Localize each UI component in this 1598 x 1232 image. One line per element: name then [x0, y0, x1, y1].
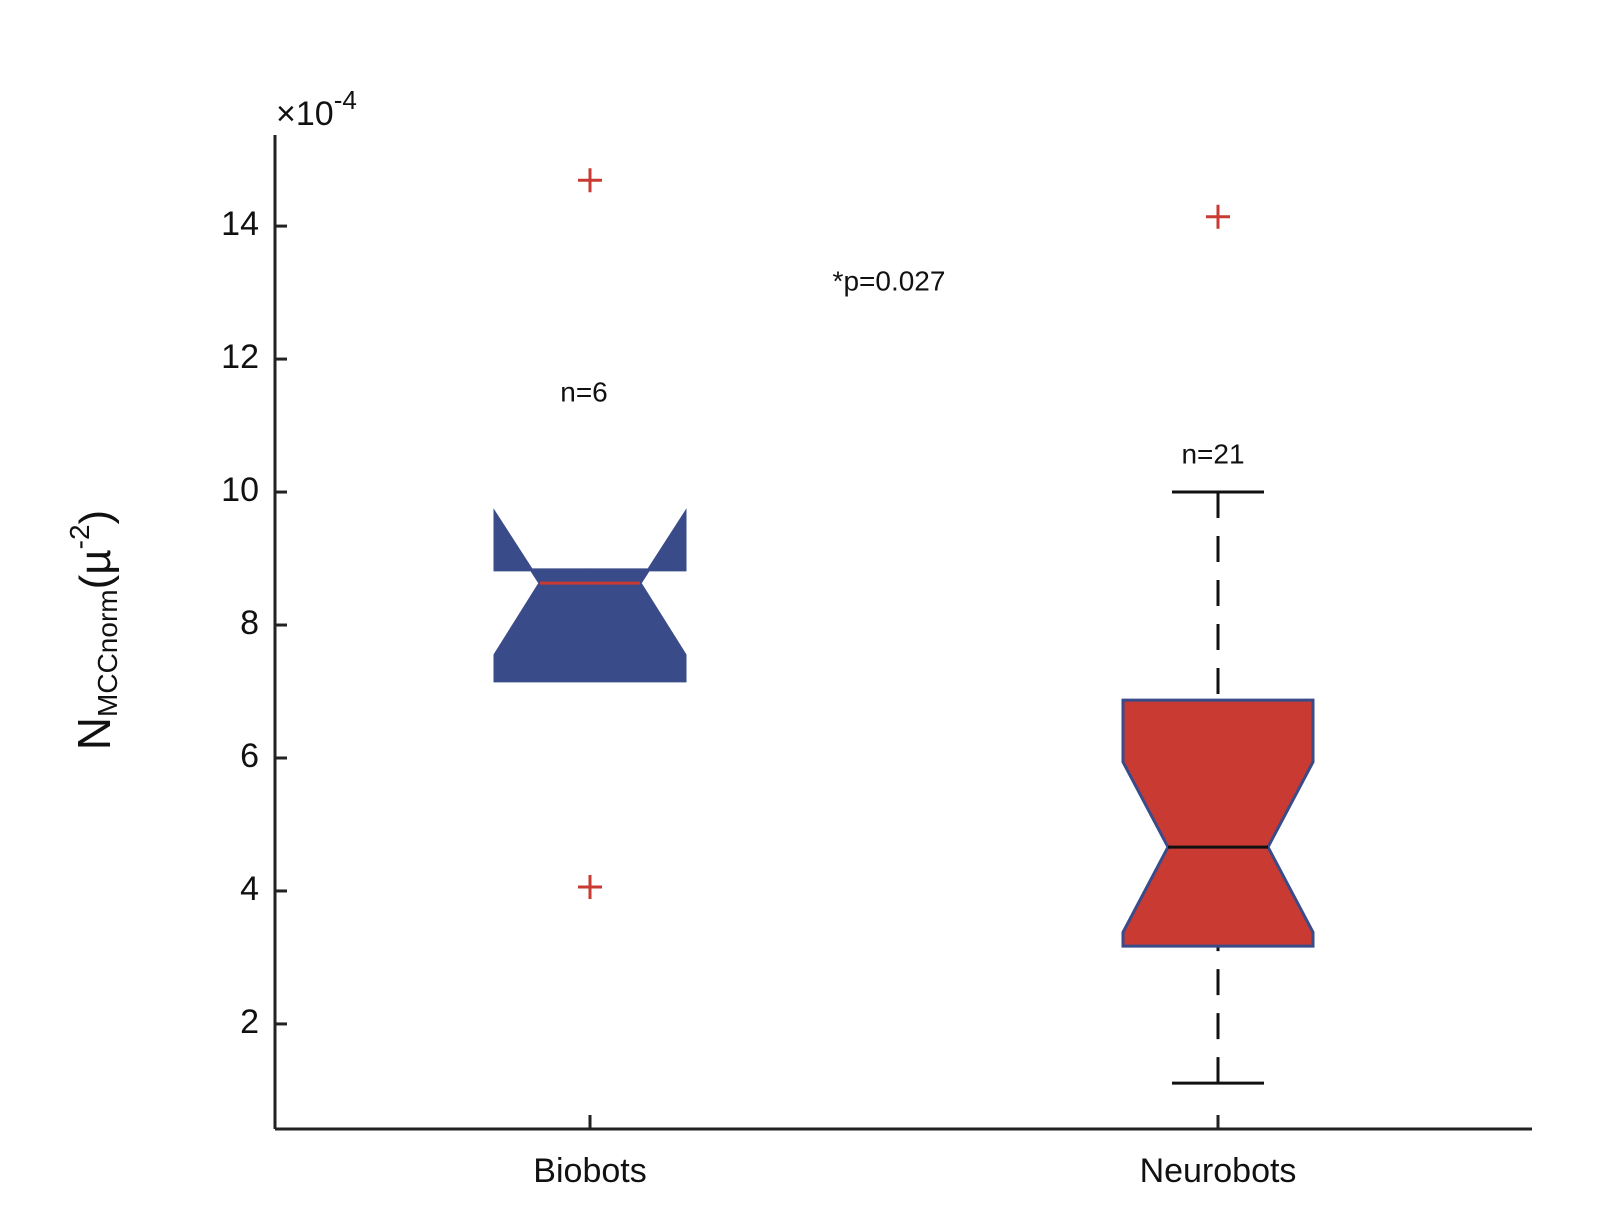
ylabel-sub: MCCnorm: [92, 589, 123, 717]
p-value: *p=0.027: [833, 265, 946, 296]
multiplier-base: ×10: [276, 95, 334, 133]
ylabel-unit: (µ: [71, 549, 120, 589]
y-tick-label: 6: [240, 737, 259, 775]
n-label: n=21: [1181, 438, 1244, 469]
x-tick-label: Biobots: [533, 1152, 646, 1190]
y-multiplier: ×10-4: [276, 85, 357, 133]
ylabel-sup: -2: [64, 524, 95, 549]
y-tick-label: 14: [221, 205, 259, 243]
y-tick-label: 8: [240, 604, 259, 642]
outlier: [1206, 204, 1230, 229]
y-axis-label: NMCCnorm(µ-2): [64, 510, 123, 750]
ylabel-close: ): [71, 510, 120, 525]
outlier: [578, 168, 602, 193]
box: [493, 508, 687, 683]
n-label: n=6: [560, 376, 608, 407]
x-tick-label: Neurobots: [1140, 1152, 1297, 1190]
y-tick-label: 12: [221, 338, 259, 376]
multiplier-exponent: -4: [334, 85, 357, 115]
y-tick-label: 4: [240, 870, 259, 908]
box: [1121, 698, 1315, 948]
y-tick-label: 2: [240, 1003, 259, 1041]
y-tick-label: 10: [221, 471, 259, 509]
ylabel-main: N: [68, 717, 120, 750]
outlier: [578, 874, 602, 899]
